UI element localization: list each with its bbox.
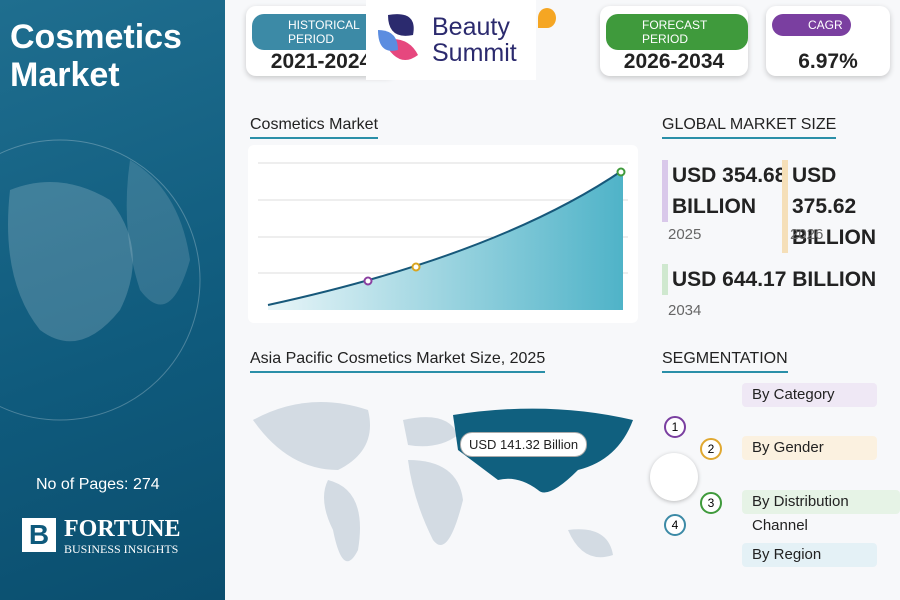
- chart-title: Cosmetics Market: [250, 116, 379, 139]
- side-panel: Cosmetics Market No of Pages: 274 B FORT…: [0, 0, 225, 600]
- map-label: USD 141.32 Billion: [460, 432, 588, 457]
- map-title: Asia Pacific Cosmetics Market Size, 2025: [250, 350, 546, 373]
- chart: [248, 145, 638, 323]
- logo-line: Summit: [432, 39, 517, 67]
- seg-number: 4: [664, 514, 686, 536]
- value: USD 644.17 BILLION: [672, 268, 877, 291]
- seg-label: By Gender: [742, 436, 877, 460]
- section-title: SEGMENTATION: [662, 350, 788, 373]
- logo-mark: [378, 14, 418, 60]
- pages: No of Pages: 274: [36, 476, 160, 493]
- value: USD 354.68 BILLION: [672, 164, 787, 218]
- title: Cosmetics Market: [10, 18, 182, 94]
- stat-value: 2021-2024: [270, 50, 372, 73]
- seg-hub: [650, 453, 698, 501]
- value: USD 375.62 BILLION: [792, 164, 876, 249]
- year: 2034: [668, 302, 702, 319]
- seg-number: 2: [700, 438, 722, 460]
- brand: FORTUNE: [64, 516, 181, 542]
- stat-label: FORECAST PERIOD: [606, 14, 748, 50]
- seg-label: By Distribution Channel: [742, 490, 900, 534]
- seg-label: By Category: [742, 383, 877, 407]
- year: 2025: [668, 226, 702, 243]
- brand-icon: B: [22, 518, 56, 552]
- market-size: USD 375.62 BILLION: [782, 160, 900, 253]
- seg-number: 1: [664, 416, 686, 438]
- stat-value: 2026-2034: [623, 50, 725, 73]
- market-size: USD 354.68 BILLION: [662, 160, 790, 222]
- stat-card: CAGR 6.97%: [766, 6, 890, 76]
- year: 2026: [790, 226, 824, 243]
- logo: Beauty Summit: [366, 0, 556, 80]
- stat-value: 6.97%: [798, 50, 858, 73]
- market-size: USD 644.17 BILLION: [662, 264, 900, 295]
- brand-sub: BUSINESS INSIGHTS: [64, 542, 179, 556]
- stat-card: FORECAST PERIOD 2026-2034: [600, 6, 748, 76]
- section-title: GLOBAL MARKET SIZE: [662, 116, 837, 139]
- logo-text: Beauty Summit: [432, 14, 517, 66]
- globe: [0, 139, 201, 421]
- seg-number: 3: [700, 492, 722, 514]
- world-map: [253, 402, 633, 562]
- stat-label: CAGR: [772, 14, 851, 36]
- logo-line: Beauty: [432, 13, 510, 41]
- seg-label: By Region: [742, 543, 877, 567]
